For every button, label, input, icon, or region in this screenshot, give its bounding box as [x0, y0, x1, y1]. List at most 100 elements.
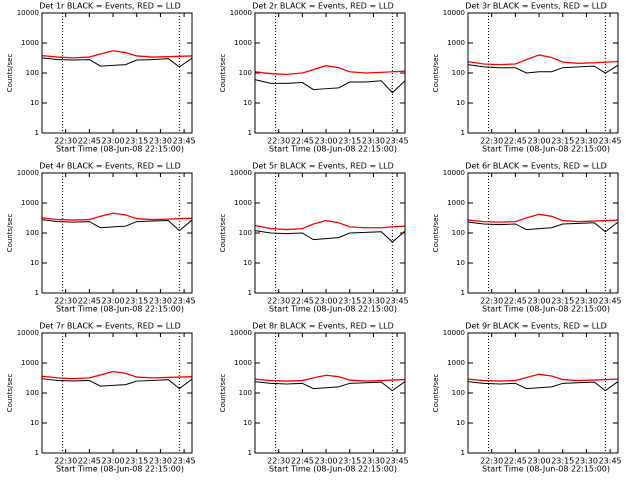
- x-axis-label: Start Time (08-Jun-08 22:15:00): [482, 465, 610, 474]
- series-line: [467, 373, 619, 382]
- y-tick-label: 10: [243, 419, 252, 427]
- plot-frame: [254, 12, 406, 134]
- x-axis-label: Start Time (08-Jun-08 22:15:00): [482, 305, 610, 314]
- x-axis-label: Start Time (08-Jun-08 22:15:00): [269, 465, 397, 474]
- y-tick-label: 1: [35, 289, 39, 297]
- chart-title: Det 8r BLACK = Events, RED = LLD: [252, 322, 394, 331]
- x-tick-label: 23:15: [551, 137, 574, 146]
- series-line: [41, 378, 193, 390]
- x-tick-label: 22:45: [504, 297, 527, 306]
- series-line: [467, 213, 619, 223]
- x-tick-label: 23:45: [173, 457, 196, 466]
- x-tick-label: 23:30: [362, 457, 385, 466]
- x-tick-label: 23:15: [551, 297, 574, 306]
- x-tick-label: 23:30: [575, 457, 598, 466]
- x-tick-label: 22:45: [78, 457, 101, 466]
- y-tick-label: 1000: [234, 359, 252, 367]
- x-tick-label: 23:30: [575, 137, 598, 146]
- y-tick-label: 10000: [230, 169, 252, 177]
- x-tick-label: 22:30: [480, 137, 503, 146]
- y-tick-label: 10000: [17, 9, 39, 17]
- y-tick-label: 1000: [21, 39, 39, 47]
- plot-frame: [467, 12, 619, 134]
- plot-frame: [254, 172, 406, 294]
- series-line: [41, 219, 193, 232]
- x-tick-label: 22:30: [267, 137, 290, 146]
- y-tick-label: 10: [456, 259, 465, 267]
- x-axis-label: Start Time (08-Jun-08 22:15:00): [56, 145, 184, 154]
- x-tick-label: 23:45: [386, 137, 409, 146]
- plot-frame: [41, 332, 193, 454]
- plot-frame: [254, 332, 406, 454]
- chart-title: Det 5r BLACK = Events, RED = LLD: [252, 162, 394, 171]
- chart-title: Det 9r BLACK = Events, RED = LLD: [465, 322, 607, 331]
- y-tick-label: 100: [26, 69, 39, 77]
- y-axis-label: Counts/sec: [6, 54, 14, 93]
- series-line: [467, 54, 619, 66]
- y-tick-label: 10: [243, 99, 252, 107]
- y-tick-label: 1: [248, 449, 252, 457]
- y-tick-label: 100: [452, 389, 465, 397]
- y-tick-label: 100: [26, 389, 39, 397]
- x-tick-label: 23:00: [102, 297, 125, 306]
- y-tick-label: 1000: [21, 359, 39, 367]
- y-tick-label: 10000: [443, 9, 465, 17]
- plot-frame: [41, 172, 193, 294]
- x-tick-label: 22:45: [291, 457, 314, 466]
- x-tick-label: 23:30: [149, 297, 172, 306]
- x-tick-label: 23:00: [102, 137, 125, 146]
- y-axis-label: Counts/sec: [219, 214, 227, 253]
- y-tick-label: 10: [456, 99, 465, 107]
- x-axis-label: Start Time (08-Jun-08 22:15:00): [56, 305, 184, 314]
- series-line: [254, 230, 406, 243]
- y-tick-label: 100: [452, 229, 465, 237]
- series-line: [254, 65, 406, 76]
- x-tick-label: 23:45: [599, 457, 622, 466]
- x-axis-label: Start Time (08-Jun-08 22:15:00): [482, 145, 610, 154]
- x-tick-label: 23:00: [315, 297, 338, 306]
- y-tick-label: 1: [35, 449, 39, 457]
- y-tick-label: 1000: [447, 39, 465, 47]
- y-tick-label: 1: [461, 289, 465, 297]
- y-axis-label: Counts/sec: [432, 214, 440, 253]
- series-line: [254, 219, 406, 231]
- y-axis-label: Counts/sec: [219, 54, 227, 93]
- y-tick-label: 10000: [17, 169, 39, 177]
- x-tick-label: 23:00: [528, 137, 551, 146]
- chart-title: Det 2r BLACK = Events, RED = LLD: [252, 2, 394, 11]
- plot-frame: [41, 12, 193, 134]
- x-tick-label: 23:30: [575, 297, 598, 306]
- x-tick-label: 23:00: [315, 137, 338, 146]
- x-tick-label: 22:30: [54, 297, 77, 306]
- x-tick-label: 23:00: [528, 297, 551, 306]
- y-axis-label: Counts/sec: [6, 214, 14, 253]
- y-tick-label: 100: [239, 389, 252, 397]
- series-line: [254, 79, 406, 94]
- plot-frame: [467, 332, 619, 454]
- y-tick-label: 100: [239, 69, 252, 77]
- series-line: [41, 57, 193, 68]
- y-tick-label: 10000: [230, 329, 252, 337]
- x-axis-label: Start Time (08-Jun-08 22:15:00): [269, 305, 397, 314]
- x-tick-label: 23:15: [125, 297, 148, 306]
- chart-title: Det 7r BLACK = Events, RED = LLD: [39, 322, 181, 331]
- y-tick-label: 10000: [443, 329, 465, 337]
- x-tick-label: 23:45: [173, 137, 196, 146]
- x-tick-label: 22:30: [54, 457, 77, 466]
- plot-frame: [467, 172, 619, 294]
- y-axis-label: Counts/sec: [6, 374, 14, 413]
- y-axis-label: Counts/sec: [219, 374, 227, 413]
- x-tick-label: 23:45: [599, 137, 622, 146]
- y-tick-label: 1000: [447, 359, 465, 367]
- y-tick-label: 1: [248, 129, 252, 137]
- x-tick-label: 23:45: [173, 297, 196, 306]
- series-line: [467, 64, 619, 74]
- y-tick-label: 10000: [17, 329, 39, 337]
- x-tick-label: 23:45: [386, 457, 409, 466]
- x-tick-label: 23:45: [386, 297, 409, 306]
- x-tick-label: 22:45: [78, 297, 101, 306]
- series-line: [41, 50, 193, 59]
- y-tick-label: 10000: [443, 169, 465, 177]
- x-tick-label: 23:15: [338, 297, 361, 306]
